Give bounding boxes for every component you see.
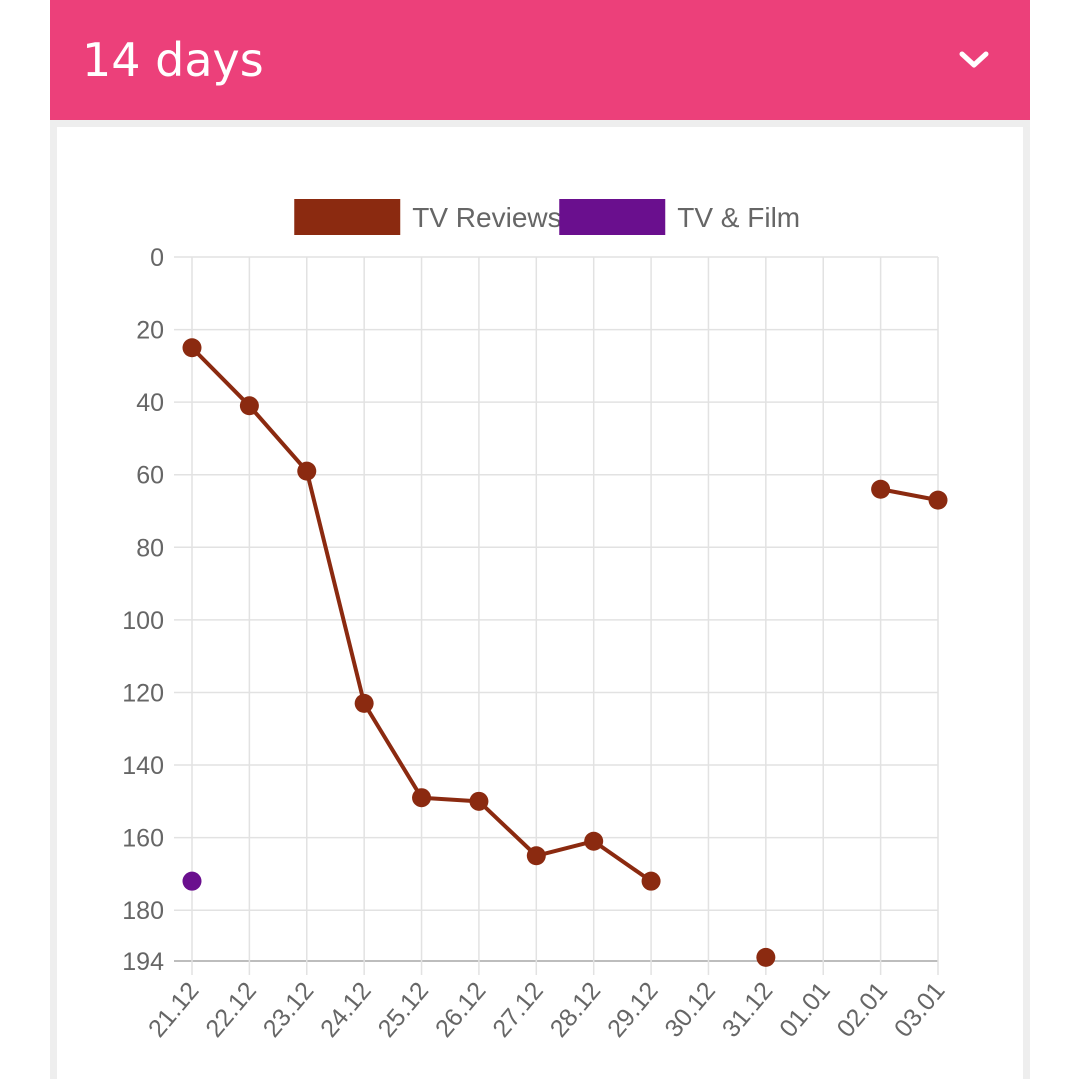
- data-point[interactable]: [526, 846, 546, 866]
- data-point[interactable]: [641, 871, 661, 891]
- x-tick-label: 29.12: [602, 977, 664, 1043]
- y-tick-label: 140: [122, 752, 164, 780]
- legend-label: TV Reviews: [412, 202, 561, 233]
- x-tick-label: 23.12: [258, 977, 320, 1043]
- chart-card: TV Reviews TV & Film 0 20 40 60 80 100 120 140 16…: [57, 127, 1023, 1079]
- legend-swatch: [559, 199, 666, 235]
- y-tick-label: 160: [122, 825, 164, 853]
- x-tick-label: 30.12: [659, 977, 721, 1043]
- x-tick-label: 28.12: [545, 977, 607, 1043]
- grid-lines: [174, 256, 939, 975]
- x-tick-label: 25.12: [372, 977, 434, 1043]
- series-line: [880, 487, 939, 503]
- x-tick-label: 02.01: [832, 977, 894, 1043]
- x-tick-label: 01.01: [774, 977, 836, 1043]
- y-tick-label: 0: [150, 244, 164, 272]
- data-point[interactable]: [354, 693, 374, 713]
- rank-chart: TV Reviews TV & Film 0 20 40 60 80 100 120 140 16…: [122, 199, 951, 1043]
- period-header[interactable]: 14 days: [50, 0, 1030, 120]
- y-tick-label: 100: [122, 607, 164, 635]
- data-point[interactable]: [469, 791, 489, 811]
- y-tick-label: 40: [136, 389, 164, 417]
- series-group: [182, 871, 202, 891]
- x-tick-label: 31.12: [717, 977, 779, 1043]
- y-tick-label: 20: [136, 317, 164, 345]
- x-tick-label: 24.12: [315, 977, 377, 1043]
- x-axis-ticks: 21.1222.1223.1224.1225.1226.1227.1228.12…: [143, 977, 951, 1043]
- chevron-down-icon[interactable]: [954, 40, 994, 80]
- data-point[interactable]: [297, 461, 317, 481]
- y-tick-label: 194: [122, 948, 164, 976]
- y-tick-label: 80: [136, 534, 164, 562]
- data-point[interactable]: [756, 947, 776, 967]
- data-point[interactable]: [182, 871, 202, 891]
- period-title: 14 days: [82, 33, 264, 87]
- y-tick-label: 120: [122, 679, 164, 707]
- data-point[interactable]: [871, 479, 891, 499]
- legend-swatch: [294, 199, 401, 235]
- legend: TV Reviews TV & Film: [294, 199, 800, 235]
- data-point[interactable]: [239, 396, 259, 416]
- series-group: [182, 338, 948, 967]
- y-tick-label: 180: [122, 897, 164, 925]
- series: [182, 338, 948, 967]
- data-point[interactable]: [928, 490, 948, 510]
- data-point[interactable]: [412, 788, 432, 808]
- x-tick-label: 27.12: [487, 977, 549, 1043]
- y-tick-label: 60: [136, 462, 164, 490]
- legend-label: TV & Film: [677, 202, 800, 233]
- data-point[interactable]: [182, 338, 202, 358]
- x-tick-label: 26.12: [430, 977, 492, 1043]
- x-tick-label: 22.12: [200, 977, 262, 1043]
- chart-panel: 14 days TV Reviews TV & Film 0 20 40 60 80 100…: [50, 0, 1030, 1079]
- y-axis-ticks: 0 20 40 60 80 100 120 140 160 180 194: [122, 244, 164, 976]
- x-tick-label: 03.01: [889, 977, 951, 1043]
- x-tick-label: 21.12: [143, 977, 205, 1043]
- data-point[interactable]: [584, 831, 604, 851]
